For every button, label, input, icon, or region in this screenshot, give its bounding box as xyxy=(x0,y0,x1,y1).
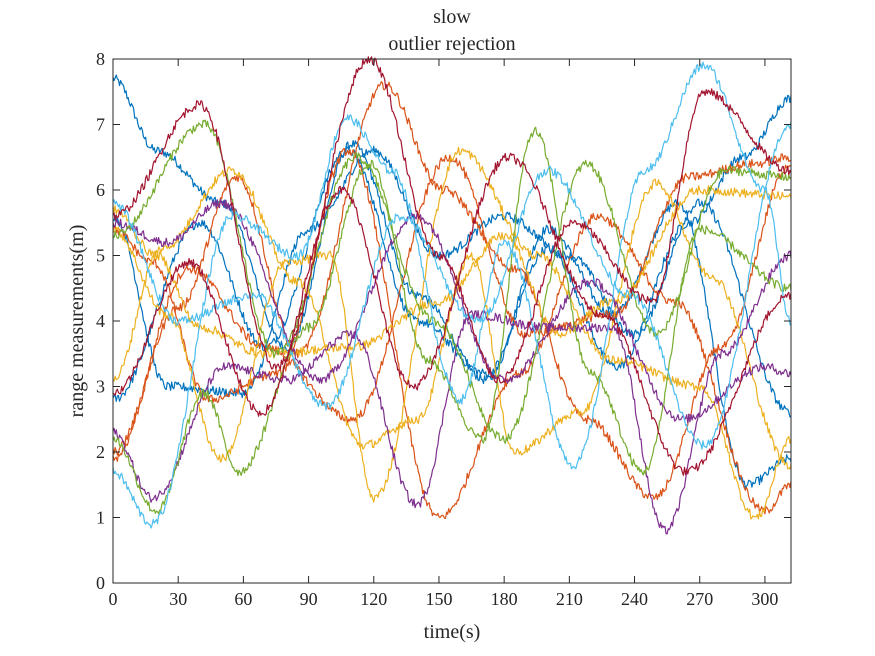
series-line-3 xyxy=(112,145,792,418)
chart-subtitle: outlier rejection xyxy=(388,33,515,55)
x-tick-label-150: 150 xyxy=(425,589,452,609)
y-tick-label-1: 1 xyxy=(96,508,105,528)
x-tick-label-180: 180 xyxy=(491,589,518,609)
series-line-4 xyxy=(112,81,792,501)
x-tick-label-0: 0 xyxy=(109,589,118,609)
y-tick-label-2: 2 xyxy=(96,442,105,462)
y-tick-label-0: 0 xyxy=(96,573,105,593)
x-tick-label-270: 270 xyxy=(686,589,713,609)
y-tick-label-8: 8 xyxy=(96,49,105,69)
y-tick-label-3: 3 xyxy=(96,377,105,397)
series-line-12 xyxy=(112,126,792,515)
plot-frame xyxy=(112,58,792,584)
x-tick-label-60: 60 xyxy=(234,589,252,609)
x-tick-label-240: 240 xyxy=(621,589,648,609)
series-line-1 xyxy=(112,74,792,490)
series-line-10 xyxy=(112,250,792,535)
series-line-16 xyxy=(112,56,792,384)
y-tick-label-6: 6 xyxy=(96,180,105,200)
chart-title: slow xyxy=(433,6,471,28)
y-axis-label: range measurements(m) xyxy=(66,225,88,418)
y-tick-label-5: 5 xyxy=(96,246,105,266)
x-tick-label-120: 120 xyxy=(360,589,387,609)
y-tick-label-7: 7 xyxy=(96,115,105,135)
series-line-2 xyxy=(112,94,792,402)
x-tick-label-210: 210 xyxy=(556,589,583,609)
x-tick-label-90: 90 xyxy=(300,589,318,609)
series-line-11 xyxy=(112,198,792,424)
y-tick-label-4: 4 xyxy=(96,311,105,331)
series-line-14 xyxy=(112,61,792,529)
series-line-15 xyxy=(112,121,792,450)
ticks-layer: 0 30 60 90 120 150 180 210 240 270 300 0 1 2 3 4 5 6 7 8 xyxy=(96,49,791,609)
series-layer xyxy=(112,56,792,535)
x-tick-label-300: 300 xyxy=(751,589,778,609)
series-line-8 xyxy=(112,146,792,520)
series-line-17 xyxy=(112,152,792,476)
x-tick-label-30: 30 xyxy=(169,589,187,609)
x-axis-label: time(s) xyxy=(424,621,481,643)
